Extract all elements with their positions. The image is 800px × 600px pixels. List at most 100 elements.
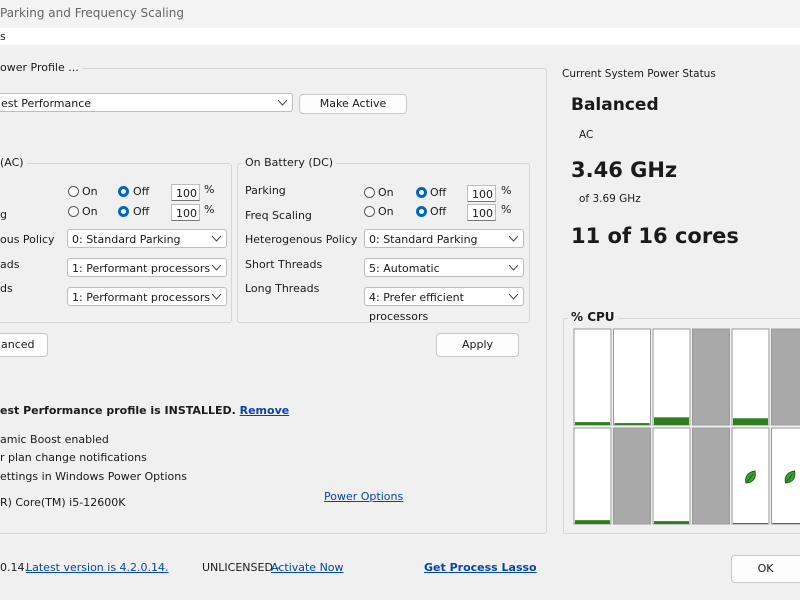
dropdown-text: 1: Performant processors — [72, 262, 211, 275]
power-source: AC — [579, 129, 594, 141]
latest-link[interactable]: Latest version is 4.2.0.14. — [26, 561, 169, 574]
row-label: Short Threads — [245, 258, 323, 271]
radio-label: Off — [430, 205, 447, 218]
row-label: Parking — [245, 184, 286, 197]
remove-link[interactable]: Remove — [239, 404, 290, 417]
unit: % — [501, 184, 512, 197]
status-heading: Current System Power Status — [562, 68, 716, 80]
group-label: On Battery (DC) — [242, 156, 337, 169]
power-plan: Balanced — [571, 95, 659, 115]
dropdown-text: 1: Performant processors — [72, 291, 211, 304]
radio-label: On — [82, 185, 98, 198]
dropdown-text: 5: Automatic — [369, 262, 440, 275]
cpu-cell — [692, 328, 730, 426]
row-label: Heterogenous Policy — [245, 233, 358, 246]
dropdown[interactable]: 0: Standard Parking — [364, 229, 524, 248]
radio-label: Off — [133, 185, 150, 198]
radio-label: On — [378, 186, 394, 199]
row-label: Long Threads — [245, 282, 320, 295]
radio[interactable] — [364, 187, 375, 198]
get-link[interactable]: Get Process Lasso — [424, 561, 537, 574]
dropdown[interactable]: 0: Standard Parking — [67, 229, 227, 248]
cpu-cell — [731, 328, 770, 426]
unit: % — [501, 203, 512, 216]
text-box[interactable]: 100 — [467, 204, 496, 221]
power-options-link[interactable]: Power Options — [324, 490, 404, 503]
efficiency-leaf — [745, 470, 756, 484]
dropdown[interactable]: 4: Prefer efficient processors — [364, 287, 524, 323]
apply-button[interactable]: Apply — [436, 333, 519, 357]
profile-dropdown[interactable]: est Performance — [0, 93, 293, 112]
dropdown-text: 4: Prefer efficient processors — [369, 291, 464, 323]
row-label: ads — [0, 258, 20, 271]
title-bar — [0, 0, 800, 28]
group-label: % CPU — [568, 310, 618, 324]
ac-group — [0, 163, 232, 323]
radio-label: On — [378, 205, 394, 218]
cpu-usage-bar — [575, 520, 610, 524]
radio-label: Off — [430, 186, 447, 199]
radio[interactable] — [364, 206, 375, 217]
cpu-usage-bar — [733, 418, 768, 425]
cpu-cell — [573, 427, 612, 525]
cpu-usage-bar — [733, 523, 768, 524]
radio[interactable] — [416, 187, 427, 198]
dc-group — [237, 163, 530, 323]
installed-label: est Performance profile is INSTALLED. — [0, 404, 236, 417]
menu-item[interactable]: s — [0, 30, 6, 43]
efficiency-leaf — [784, 470, 796, 484]
dropdown[interactable]: 1: Performant processors — [67, 258, 227, 277]
cpu-cell — [573, 328, 612, 426]
menu-bar — [0, 28, 800, 45]
dropdown-text: 0: Standard Parking — [72, 233, 181, 246]
dropdown[interactable]: 5: Automatic — [364, 258, 524, 277]
cpu-cell — [613, 328, 651, 426]
text-box[interactable]: 100 — [171, 204, 200, 221]
dropdown[interactable]: 1: Performant processors — [67, 287, 227, 306]
cpu-cell — [692, 427, 730, 525]
profile-group — [0, 68, 547, 534]
cpu-graph — [573, 328, 800, 525]
advanced-button[interactable]: anced — [0, 333, 48, 357]
version: 0.14. — [0, 561, 28, 574]
radio[interactable] — [68, 206, 79, 217]
unit: % — [204, 183, 215, 196]
radio[interactable] — [118, 206, 129, 217]
group-label: ower Profile ... — [0, 61, 82, 74]
cpu-name: R) Core(TM) i5-12600K — [0, 496, 126, 509]
option-text[interactable]: amic Boost enabled — [0, 433, 109, 446]
cpu-group — [563, 318, 800, 534]
cpu-usage-bar — [654, 521, 689, 524]
row-label: g — [0, 208, 7, 221]
option-text[interactable]: r plan change notifications — [0, 451, 147, 464]
radio[interactable] — [416, 206, 427, 217]
activate-link[interactable]: Activate Now — [271, 561, 344, 574]
row-label: ous Policy — [0, 233, 55, 246]
installed-text: est Performance profile is INSTALLED. Re… — [0, 404, 289, 417]
cpu-usage-bar — [772, 523, 800, 524]
cpu-cell — [652, 427, 691, 525]
max-frequency: of 3.69 GHz — [579, 193, 641, 205]
row-label: ds — [0, 282, 13, 295]
cpu-usage-bar — [614, 423, 650, 425]
cpu-cell — [771, 328, 800, 426]
option-text[interactable]: ettings in Windows Power Options — [0, 470, 187, 483]
ok-button[interactable]: OK — [731, 555, 800, 583]
cpu-cell — [731, 427, 770, 525]
radio[interactable] — [68, 186, 79, 197]
license: UNLICENSED - — [202, 561, 284, 574]
text-box[interactable]: 100 — [467, 185, 496, 202]
radio[interactable] — [118, 186, 129, 197]
group-label: (AC) — [0, 156, 27, 169]
make-active-button[interactable]: Make Active — [299, 94, 407, 114]
row-label: Freq Scaling — [245, 209, 312, 222]
window-title: Parking and Frequency Scaling — [0, 6, 184, 20]
core-count: 11 of 16 cores — [571, 224, 739, 248]
cpu-usage-bar — [575, 422, 610, 425]
cpu-cell — [652, 328, 691, 426]
cpu-usage-bar — [654, 417, 689, 425]
text-box[interactable]: 100 — [171, 184, 200, 201]
unit: % — [204, 203, 215, 216]
cpu-cell — [613, 427, 651, 525]
radio-label: Off — [133, 205, 150, 218]
